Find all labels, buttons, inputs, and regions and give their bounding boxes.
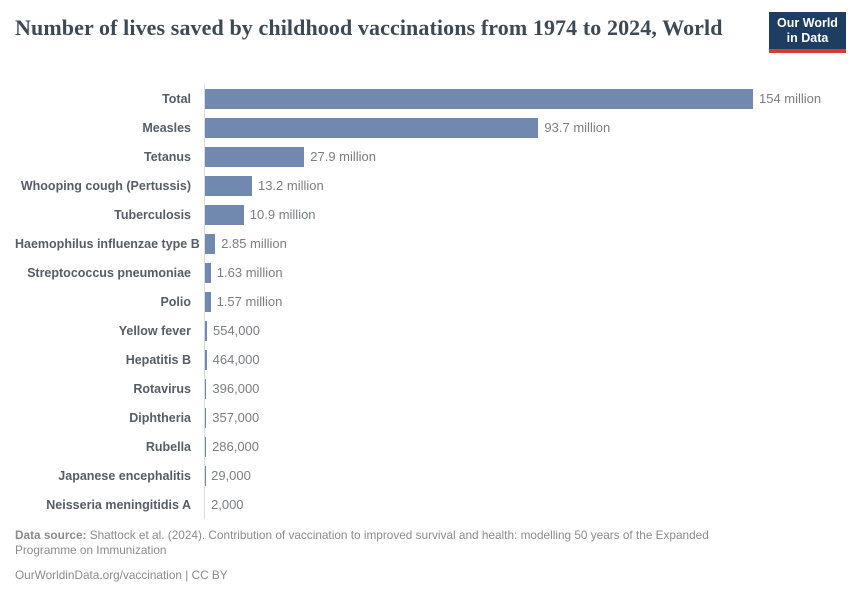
bar-track: 464,000 [205,349,835,370]
category-label: Haemophilus influenzae type B [15,236,200,251]
category-label: Rotavirus [133,381,191,396]
bar[interactable] [205,291,211,312]
chart-title: Number of lives saved by childhood vacci… [15,15,723,40]
bar-track: 357,000 [205,407,835,428]
bar-row: Rubella 286,000 [15,432,835,461]
category-label: Tuberculosis [114,207,191,222]
value-label: 2,000 [211,497,244,512]
value-label: 1.63 million [216,265,283,280]
value-label: 357,000 [212,410,260,425]
attribution-license: OurWorldinData.org/vaccination | CC BY [15,567,228,582]
bar[interactable] [205,117,539,138]
bar[interactable] [205,233,216,254]
owid-logo[interactable]: Our World in Data [769,12,846,53]
value-label: 13.2 million [257,178,324,193]
category-label: Whooping cough (Pertussis) [20,178,191,193]
owid-logo-line1: Our World [777,16,838,30]
bar-row: Japanese encephalitis 29,000 [15,461,835,490]
category-label: Rubella [145,439,191,454]
value-label: 286,000 [212,439,260,454]
bar-track: 13.2 million [205,175,835,196]
bar-track: 554,000 [205,320,835,341]
owid-logo-line2: in Data [786,30,829,45]
bar-track: 154 million [205,88,835,109]
bar[interactable] [205,349,207,370]
category-label: Measles [142,120,191,135]
bar-row: Whooping cough (Pertussis) 13.2 million [15,171,835,200]
bar-track: 2,000 [205,495,835,515]
bar-track: 27.9 million [205,146,835,167]
bar-track: 2.85 million [205,233,835,254]
bar[interactable] [205,146,305,167]
bar-row: Polio 1.57 million [15,287,835,316]
data-source-note: Data source: Shattock et al. (2024). Con… [15,528,770,559]
bar[interactable] [205,204,244,225]
bar-track: 1.63 million [205,262,835,283]
bar-row: Streptococcus pneumoniae 1.63 million [15,258,835,287]
y-axis-line [204,84,205,519]
bar[interactable] [205,320,207,341]
bar-row: Tetanus 27.9 million [15,142,835,171]
bar-row: Measles 93.7 million [15,113,835,142]
category-label: Tetanus [144,149,191,164]
bar-chart: Total 154 million Measles 93.7 million Tetan… [15,84,835,519]
value-label: 554,000 [212,323,260,338]
bar[interactable] [205,88,753,109]
value-label: 2.85 million [221,236,287,251]
bar[interactable] [205,262,211,283]
bar-row: Neisseria meningitidis A 2,000 [15,490,835,519]
value-label: 396,000 [212,381,260,396]
data-source-text: Shattock et al. (2024). Contribution of … [15,528,709,558]
category-label: Diphtheria [129,410,191,425]
bar-row: Hepatitis B 464,000 [15,345,835,374]
value-label: 27.9 million [310,149,377,164]
bar[interactable] [205,378,207,399]
category-label: Yellow fever [118,323,191,338]
bar-track: 93.7 million [205,117,835,138]
bar-row: Diphtheria 357,000 [15,403,835,432]
category-label: Neisseria meningitidis A [46,497,191,512]
chart-footer: Data source: Shattock et al. (2024). Con… [15,528,775,583]
bar-track: 286,000 [205,436,835,457]
value-label: 464,000 [212,352,260,367]
category-label: Total [162,91,191,106]
category-label: Streptococcus pneumoniae [27,265,191,280]
value-label: 1.57 million [216,294,283,309]
bar-track: 29,000 [205,465,835,486]
value-label: 29,000 [211,468,251,483]
bar[interactable] [205,407,207,428]
category-label: Polio [160,294,191,309]
bar[interactable] [205,436,207,457]
bar-row: Rotavirus 396,000 [15,374,835,403]
value-label: 154 million [759,91,822,106]
bar-rows: Total 154 million Measles 93.7 million Tetan… [15,84,835,519]
bar-track: 10.9 million [205,204,835,225]
data-source-label: Data source: [15,528,87,542]
bar-track: 1.57 million [205,291,835,312]
category-label: Hepatitis B [125,352,191,367]
bar-row: Tuberculosis 10.9 million [15,200,835,229]
value-label: 93.7 million [544,120,611,135]
bar-row: Total 154 million [15,84,835,113]
bar[interactable] [205,175,252,196]
value-label: 10.9 million [249,207,316,222]
bar-row: Yellow fever 554,000 [15,316,835,345]
bar-track: 396,000 [205,378,835,399]
bar-row: Haemophilus influenzae type B 2.85 millio… [15,229,835,258]
category-label: Japanese encephalitis [58,468,191,483]
